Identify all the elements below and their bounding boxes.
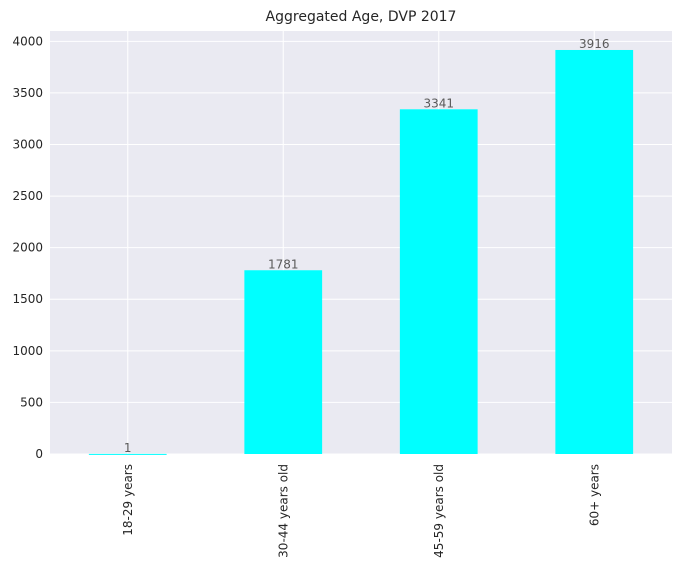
x-tick-label: 60+ years <box>587 464 601 526</box>
y-tick-label: 1500 <box>12 292 43 306</box>
data-label: 3916 <box>579 37 610 51</box>
x-tick-label: 30-44 years old <box>276 464 290 558</box>
data-labels: 1 1781 3341 3916 <box>124 37 610 455</box>
y-axis-ticks: 0 500 1000 1500 2000 2500 3000 3500 4000 <box>12 34 43 461</box>
y-tick-label: 0 <box>35 447 43 461</box>
y-tick-label: 500 <box>20 395 43 409</box>
bar <box>88 453 167 455</box>
y-tick-label: 3000 <box>12 137 43 151</box>
y-tick-label: 3500 <box>12 86 43 100</box>
bar <box>555 49 634 455</box>
bars <box>88 49 634 455</box>
x-tick-label: 45-59 years old <box>432 464 446 558</box>
x-tick-label: 18-29 years <box>121 464 135 536</box>
y-tick-label: 2500 <box>12 189 43 203</box>
y-tick-label: 2000 <box>12 241 43 255</box>
data-label: 1 <box>124 441 132 455</box>
x-axis-ticks: 18-29 years 30-44 years old 45-59 years ol… <box>121 464 602 558</box>
bar <box>244 270 323 454</box>
bar <box>399 109 478 455</box>
data-label: 3341 <box>423 96 454 110</box>
y-tick-label: 4000 <box>12 34 43 48</box>
data-label: 1781 <box>268 257 299 271</box>
chart-title: Aggregated Age, DVP 2017 <box>266 9 457 25</box>
y-tick-label: 1000 <box>12 344 43 358</box>
